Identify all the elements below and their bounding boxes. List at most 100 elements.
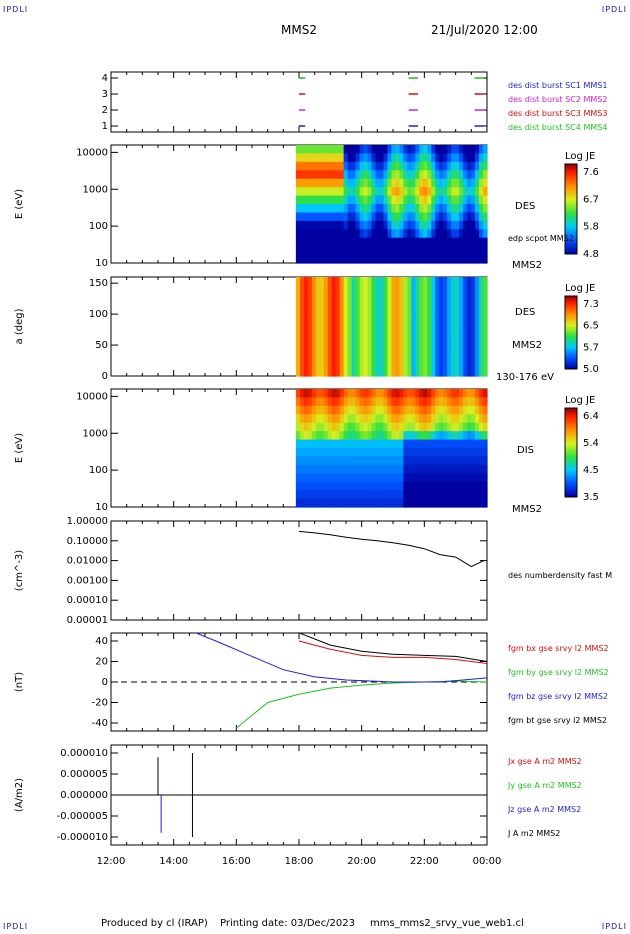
- heatmap-cell: [339, 431, 345, 441]
- heatmap-cell: [315, 340, 321, 349]
- heatmap-cell: [419, 397, 424, 407]
- heatmap-cell: [415, 389, 420, 399]
- heatmap-cell: [411, 368, 416, 377]
- heatmap-cell: [303, 153, 309, 163]
- heatmap-cell: [447, 340, 452, 349]
- heatmap-cell: [343, 481, 349, 491]
- heatmap-cell: [411, 326, 416, 335]
- heatmap-cell: [375, 291, 381, 299]
- heatmap-cell: [419, 498, 424, 508]
- heatmap-cell: [403, 284, 408, 292]
- heatmap-cell: [307, 368, 313, 377]
- heatmap-cell: [363, 498, 369, 508]
- heatmap-cell: [383, 312, 389, 321]
- heatmap-cell: [295, 254, 301, 264]
- heatmap-cell: [423, 229, 428, 239]
- heatmap-cell: [331, 368, 337, 377]
- heatmap-cell: [463, 312, 468, 321]
- heatmap-cell: [431, 195, 436, 205]
- heatmap-cell: [415, 414, 420, 424]
- heatmap-cell: [479, 389, 484, 399]
- heatmap-cell: [391, 397, 397, 407]
- heatmap-cell: [427, 284, 432, 292]
- heatmap-cell: [339, 456, 345, 466]
- heatmap-cell: [335, 178, 341, 188]
- heatmap-cell: [455, 326, 460, 335]
- x-tick-label: 22:00: [410, 856, 439, 867]
- heatmap-cell: [459, 347, 464, 356]
- heatmap-cell: [387, 498, 393, 508]
- heatmap-cell: [355, 448, 361, 458]
- heatmap-cell: [379, 456, 385, 466]
- heatmap-cell: [383, 397, 389, 407]
- heatmap-cell: [411, 319, 416, 328]
- colorbar-title: Log JE: [565, 151, 595, 162]
- heatmap-cell: [299, 326, 305, 335]
- y-tick-label: 10: [95, 502, 108, 513]
- heatmap-cell: [459, 212, 464, 222]
- heatmap-cell: [323, 298, 329, 306]
- heatmap-cell: [363, 326, 369, 335]
- heatmap-cell: [423, 254, 428, 264]
- heatmap-cell: [367, 229, 373, 239]
- heatmap-cell: [367, 319, 373, 328]
- heatmap-cell: [423, 405, 428, 415]
- heatmap-cell: [371, 291, 377, 299]
- heatmap-cell: [451, 333, 456, 342]
- heatmap-cell: [419, 170, 424, 180]
- y-tick-label: 1.00000: [67, 516, 108, 527]
- heatmap-cell: [439, 305, 444, 313]
- heatmap-cell: [483, 170, 488, 180]
- heatmap-cell: [431, 284, 436, 292]
- heatmap-cell: [439, 204, 444, 214]
- heatmap-cell: [419, 422, 424, 432]
- y-tick-label: 4: [102, 73, 108, 84]
- heatmap-cell: [323, 464, 329, 474]
- heatmap-cell: [451, 498, 456, 508]
- heatmap-cell: [363, 229, 369, 239]
- heatmap-cell: [427, 405, 432, 415]
- heatmap-cell: [299, 397, 305, 407]
- heatmap-cell: [483, 153, 488, 163]
- heatmap-cell: [463, 277, 468, 285]
- heatmap-cell: [391, 481, 397, 491]
- heatmap-cell: [355, 340, 361, 349]
- heatmap-cell: [399, 498, 404, 508]
- heatmap-cell: [315, 368, 321, 377]
- heatmap-cell: [423, 237, 428, 247]
- heatmap-cell: [379, 145, 385, 155]
- y-tick-label: 0.01000: [67, 556, 108, 567]
- density-series-line: [298, 530, 485, 568]
- heatmap-cell: [435, 284, 440, 292]
- heatmap-cell: [295, 212, 301, 222]
- heatmap-cell: [343, 354, 349, 363]
- heatmap-cell: [367, 305, 373, 313]
- heatmap-cell: [419, 178, 424, 188]
- heatmap-cell: [467, 161, 472, 171]
- heatmap-cell: [467, 431, 472, 441]
- heatmap-cell: [407, 414, 412, 424]
- heatmap-cell: [399, 333, 404, 342]
- heatmap-cell: [399, 414, 404, 424]
- heatmap-cell: [475, 204, 480, 214]
- heatmap-cell: [359, 340, 365, 349]
- heatmap-cell: [295, 340, 301, 349]
- heatmap-cell: [391, 439, 397, 449]
- heatmap-cell: [371, 298, 377, 306]
- heatmap-cell: [411, 312, 416, 321]
- heatmap-cell: [395, 170, 400, 180]
- heatmap-cell: [399, 368, 404, 377]
- heatmap-cell: [319, 340, 325, 349]
- heatmap-cell: [379, 246, 385, 256]
- heatmap-cell: [395, 368, 400, 377]
- heatmap-cell: [407, 347, 412, 356]
- heatmap-cell: [435, 368, 440, 377]
- heatmap-cell: [319, 161, 325, 171]
- heatmap-cell: [295, 284, 301, 292]
- heatmap-cell: [423, 187, 428, 197]
- heatmap-cell: [339, 333, 345, 342]
- heatmap-cell: [419, 456, 424, 466]
- heatmap-cell: [339, 340, 345, 349]
- heatmap-cell: [415, 312, 420, 321]
- colorbar-tick-label: 6.7: [583, 194, 599, 205]
